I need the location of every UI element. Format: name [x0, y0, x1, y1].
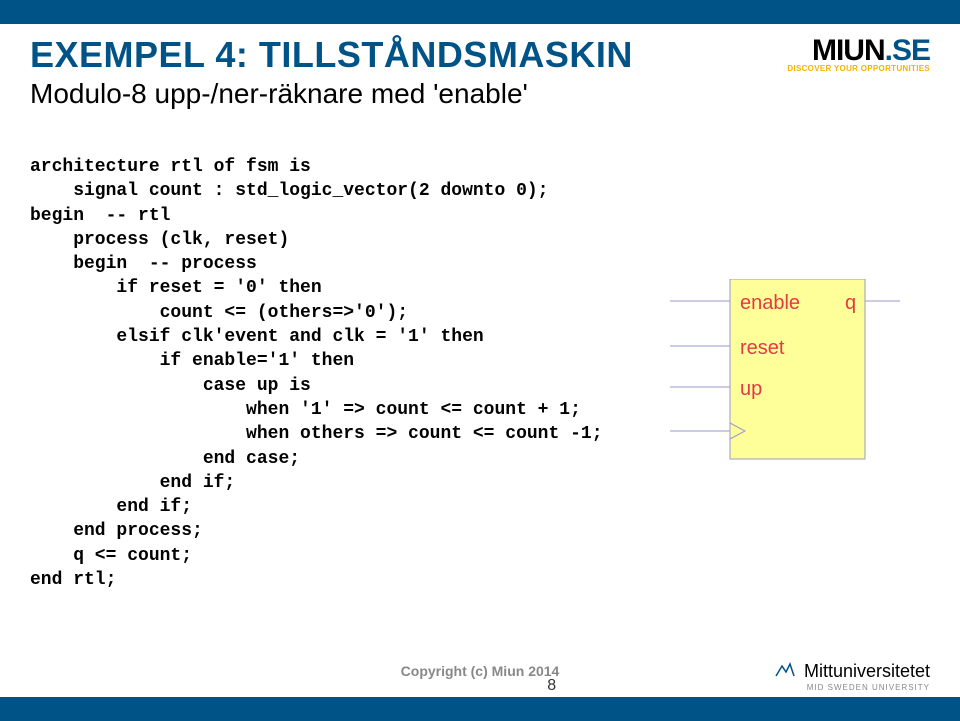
- copyright: Copyright (c) Miun 2014: [401, 663, 560, 679]
- logo-top: MIUN.SE DISCOVER YOUR OPPORTUNITIES: [787, 34, 930, 73]
- block-diagram: enable reset up q: [670, 279, 900, 469]
- mountain-icon: [774, 662, 796, 683]
- footer-logo: Mittuniversitetet MID SWEDEN UNIVERSITY: [774, 661, 931, 692]
- label-up: up: [740, 378, 762, 400]
- footer-uni-sub: MID SWEDEN UNIVERSITY: [774, 683, 931, 692]
- footer: Copyright (c) Miun 2014 8 Mittuniversite…: [0, 652, 960, 697]
- label-q: q: [845, 292, 856, 314]
- slide-subtitle: Modulo-8 upp-/ner-räknare med 'enable': [30, 78, 930, 110]
- label-enable: enable: [740, 292, 800, 314]
- page-number: 8: [547, 677, 556, 695]
- logo-tagline: DISCOVER YOUR OPPORTUNITIES: [787, 64, 930, 73]
- footer-uni-name: Mittuniversitetet: [804, 661, 930, 681]
- logo-brand-b: .SE: [885, 34, 930, 67]
- label-reset: reset: [740, 337, 785, 359]
- logo-brand-a: MIUN: [812, 34, 885, 67]
